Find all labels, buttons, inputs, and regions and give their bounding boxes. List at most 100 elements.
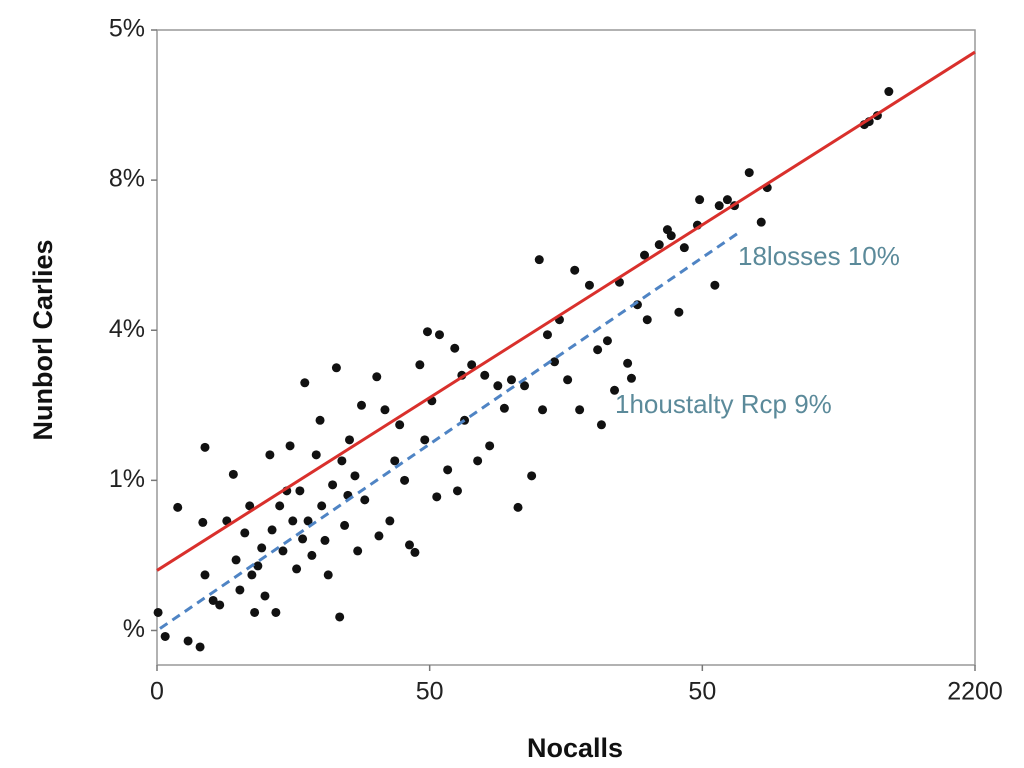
point bbox=[563, 375, 573, 385]
point bbox=[390, 456, 400, 466]
point bbox=[265, 450, 275, 460]
point bbox=[311, 450, 321, 460]
point bbox=[520, 381, 530, 391]
point bbox=[593, 345, 603, 355]
annotation: 18losses 10% bbox=[738, 241, 900, 271]
point bbox=[317, 501, 327, 511]
point bbox=[374, 531, 384, 541]
point bbox=[679, 243, 689, 253]
point bbox=[200, 442, 210, 452]
point bbox=[404, 540, 414, 550]
point bbox=[337, 456, 347, 466]
y-axis-title: Nunborl Carlies bbox=[28, 239, 58, 440]
point bbox=[714, 201, 724, 211]
point bbox=[542, 330, 552, 340]
point bbox=[550, 357, 560, 367]
point bbox=[640, 250, 650, 260]
point bbox=[288, 516, 298, 526]
point bbox=[357, 400, 366, 410]
point bbox=[480, 370, 490, 380]
point bbox=[493, 381, 503, 391]
point bbox=[323, 570, 333, 580]
point bbox=[195, 642, 205, 652]
point bbox=[596, 420, 606, 430]
point bbox=[253, 561, 263, 571]
point bbox=[602, 336, 612, 346]
point bbox=[666, 231, 676, 241]
point bbox=[499, 403, 509, 413]
annotation: 1houstalty Rcp 9% bbox=[615, 389, 832, 419]
point bbox=[538, 405, 548, 415]
point bbox=[235, 585, 245, 595]
y-tick-label: 5% bbox=[109, 15, 145, 43]
point bbox=[485, 441, 495, 451]
point bbox=[285, 441, 295, 451]
point bbox=[257, 543, 267, 553]
point bbox=[884, 87, 894, 97]
point bbox=[360, 495, 370, 505]
point bbox=[570, 265, 580, 275]
point bbox=[208, 595, 218, 605]
point bbox=[345, 435, 355, 445]
point bbox=[506, 375, 516, 385]
point bbox=[231, 555, 241, 565]
point bbox=[267, 525, 277, 535]
point bbox=[335, 612, 345, 622]
point bbox=[275, 501, 285, 511]
trend-line bbox=[159, 230, 741, 630]
point bbox=[307, 550, 317, 560]
point bbox=[623, 358, 633, 368]
point bbox=[415, 360, 425, 370]
point bbox=[400, 475, 410, 485]
point bbox=[385, 516, 395, 526]
point bbox=[695, 195, 705, 205]
point bbox=[626, 373, 636, 383]
point bbox=[654, 240, 664, 250]
point bbox=[575, 405, 585, 415]
point bbox=[183, 636, 193, 646]
point bbox=[642, 315, 652, 325]
x-axis-title: Nocalls bbox=[527, 733, 623, 763]
point bbox=[610, 385, 620, 395]
point bbox=[443, 465, 453, 475]
point bbox=[350, 471, 360, 481]
point bbox=[200, 570, 210, 580]
point bbox=[527, 471, 537, 481]
y-tick-label: % bbox=[123, 615, 145, 643]
point bbox=[245, 501, 255, 511]
point bbox=[340, 520, 350, 530]
y-tick-label: 1% bbox=[109, 465, 145, 493]
y-tick-label: 8% bbox=[109, 165, 145, 193]
point bbox=[380, 405, 390, 415]
point bbox=[303, 516, 313, 526]
point bbox=[260, 591, 270, 601]
plot-frame bbox=[156, 29, 976, 666]
y-tick-label: 4% bbox=[109, 315, 145, 343]
point bbox=[295, 486, 305, 496]
x-tick-label: 0 bbox=[150, 678, 164, 706]
point bbox=[422, 327, 432, 337]
point bbox=[584, 280, 594, 290]
point bbox=[228, 469, 238, 479]
point bbox=[722, 195, 732, 205]
point bbox=[153, 607, 163, 617]
point bbox=[331, 363, 341, 373]
point bbox=[410, 547, 420, 557]
point bbox=[160, 631, 170, 641]
point bbox=[320, 535, 330, 545]
point bbox=[328, 480, 338, 490]
point bbox=[300, 378, 310, 388]
point bbox=[298, 534, 308, 544]
point bbox=[756, 217, 766, 227]
point bbox=[215, 600, 225, 610]
point bbox=[271, 607, 281, 617]
point bbox=[173, 502, 183, 512]
point bbox=[534, 255, 544, 265]
point bbox=[250, 607, 260, 617]
x-tick-label: 2200 bbox=[947, 678, 1003, 706]
point bbox=[247, 570, 257, 580]
point bbox=[198, 517, 208, 527]
point bbox=[240, 528, 250, 538]
x-tick-label: 50 bbox=[688, 678, 716, 706]
